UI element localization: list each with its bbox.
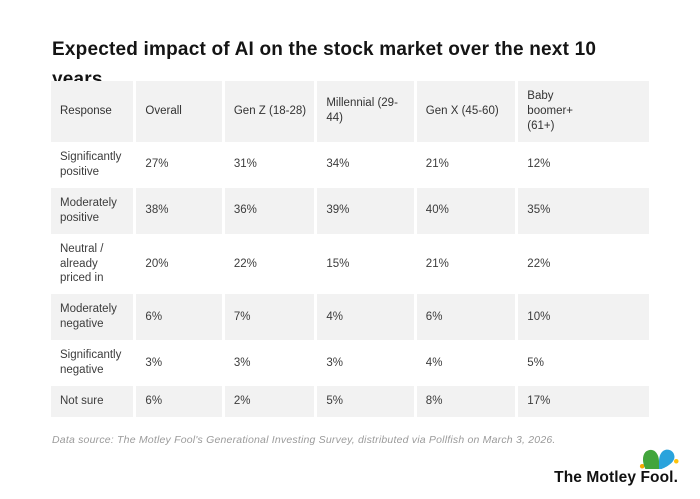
table-cell: 6%	[136, 386, 222, 418]
column-header-overall: Overall	[136, 81, 222, 142]
table-row: Significantly negative 3% 3% 3% 4% 5%	[51, 340, 649, 386]
column-header-response: Response	[51, 81, 134, 142]
table-cell: 27%	[145, 158, 169, 171]
table-cell: 3%	[145, 356, 163, 369]
table-cell: 34%	[326, 158, 350, 171]
table-cell: 35%	[518, 187, 649, 234]
table-cell: 2%	[224, 386, 315, 418]
jester-hat-icon	[639, 449, 679, 469]
table-cell: 5%	[317, 386, 414, 418]
table-row: Significantly positive 27% 31% 34% 21% 12%	[51, 142, 649, 188]
table-cell: 21%	[425, 158, 449, 171]
table-row: Moderately positive 38% 36% 39% 40% 35%	[51, 187, 649, 234]
column-header-millennial-29-44: Millennial (29-44)	[317, 81, 414, 142]
table-cell: 31%	[233, 158, 257, 171]
table-cell: 40%	[416, 187, 516, 234]
table-cell: 3%	[233, 356, 251, 369]
table-cell: 7%	[224, 294, 315, 341]
column-header-baby-boomer-61: Baby boomer+ (61+)	[518, 81, 649, 142]
table-cell: 21%	[425, 257, 449, 270]
table-row: Moderately negative 6% 7% 4% 6% 10%	[51, 294, 649, 341]
row-label: Significantly positive	[60, 150, 122, 178]
table-cell: 22%	[527, 257, 551, 270]
table-cell: 20%	[145, 257, 169, 270]
table-cell: 15%	[326, 257, 350, 270]
table-cell: 3%	[326, 356, 343, 369]
table-cell: 22%	[233, 257, 257, 270]
row-label: Not sure	[51, 386, 134, 418]
row-label: Significantly negative	[60, 349, 122, 377]
row-label: Moderately negative	[51, 294, 134, 341]
table-cell: 17%	[518, 386, 649, 418]
column-header-gen-x-45-60: Gen X (45-60)	[416, 81, 516, 142]
table-cell: 4%	[317, 294, 414, 341]
table-body: Significantly positive 27% 31% 34% 21% 12% Mod…	[51, 142, 649, 418]
table-row: Neutral / already priced in 20% 22% 15% 21% 2…	[51, 234, 649, 295]
table-cell: 39%	[317, 187, 414, 234]
column-header-gen-z-18-28: Gen Z (18-28)	[224, 81, 315, 142]
survey-table: Response Overall Gen Z (18-28) Millennial (…	[48, 81, 652, 418]
table-cell: 12%	[527, 158, 551, 171]
table-row: Not sure 6% 2% 5% 8% 17%	[51, 386, 649, 418]
table-cell: 4%	[425, 356, 443, 369]
table-cell: 8%	[416, 386, 516, 418]
table-cell: 5%	[527, 356, 544, 369]
table-cell: 36%	[224, 187, 315, 234]
logo-wordmark: The Motley Fool.	[554, 469, 678, 486]
table-cell: 10%	[518, 294, 649, 341]
table-cell: 6%	[416, 294, 516, 341]
row-label: Neutral / already priced in	[60, 242, 104, 285]
table-cell: 6%	[136, 294, 222, 341]
row-label: Moderately positive	[51, 187, 134, 234]
data-source-note: Data source: The Motley Fool's Generatio…	[52, 433, 556, 446]
table-header-row: Response Overall Gen Z (18-28) Millennial (…	[51, 81, 649, 142]
table-cell: 38%	[136, 187, 222, 234]
